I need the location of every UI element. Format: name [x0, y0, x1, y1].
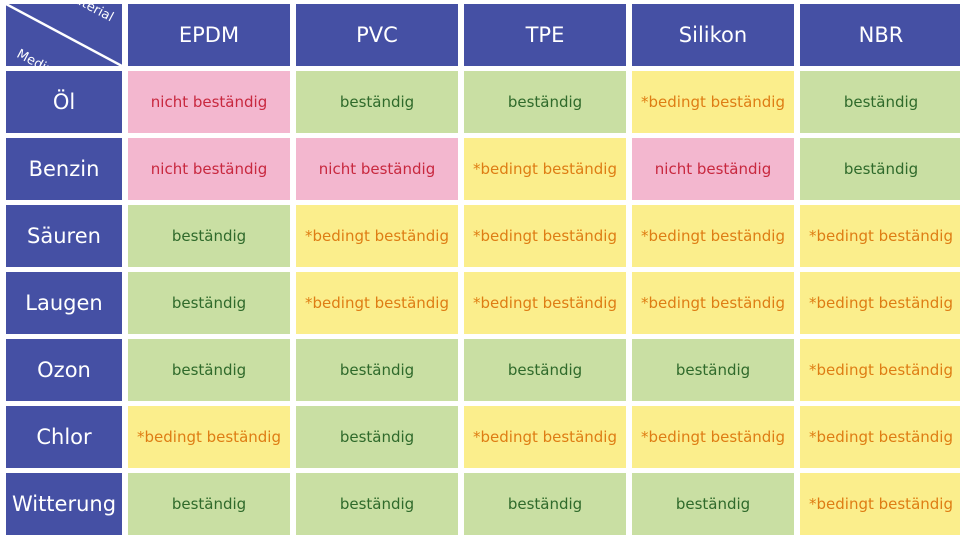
- table-cell: nicht beständig: [296, 138, 458, 200]
- table-cell: beständig: [296, 473, 458, 535]
- table-cell: beständig: [800, 138, 960, 200]
- table-cell: *bedingt beständig: [800, 406, 960, 468]
- table-cell: *bedingt beständig: [464, 272, 626, 334]
- table-cell: beständig: [296, 71, 458, 133]
- row-header-3: Laugen: [6, 272, 122, 334]
- column-header-3: Silikon: [632, 4, 794, 66]
- table-cell: beständig: [632, 339, 794, 401]
- row-header-6: Witterung: [6, 473, 122, 535]
- table-cell: beständig: [128, 339, 290, 401]
- table-cell: *bedingt beständig: [632, 71, 794, 133]
- table-cell: *bedingt beständig: [464, 205, 626, 267]
- table-cell: *bedingt beständig: [464, 138, 626, 200]
- table-cell: beständig: [128, 473, 290, 535]
- column-header-2: TPE: [464, 4, 626, 66]
- table-cell: beständig: [128, 272, 290, 334]
- table-cell: beständig: [632, 473, 794, 535]
- table-cell: nicht beständig: [128, 71, 290, 133]
- table-cell: beständig: [296, 406, 458, 468]
- table-cell: *bedingt beständig: [800, 473, 960, 535]
- resistance-table: Material Medium EPDM PVC TPE Silikon NBR…: [6, 4, 960, 535]
- table-cell: *bedingt beständig: [800, 272, 960, 334]
- table-cell: *bedingt beständig: [632, 205, 794, 267]
- corner-diagonal: [6, 4, 122, 66]
- row-header-1: Benzin: [6, 138, 122, 200]
- column-header-1: PVC: [296, 4, 458, 66]
- row-header-2: Säuren: [6, 205, 122, 267]
- table-cell: *bedingt beständig: [800, 205, 960, 267]
- table-cell: beständig: [296, 339, 458, 401]
- row-header-0: Öl: [6, 71, 122, 133]
- row-header-4: Ozon: [6, 339, 122, 401]
- column-header-4: NBR: [800, 4, 960, 66]
- table-cell: *bedingt beständig: [800, 339, 960, 401]
- table-cell: *bedingt beständig: [296, 205, 458, 267]
- table-cell: beständig: [464, 339, 626, 401]
- table-cell: beständig: [464, 71, 626, 133]
- table-cell: nicht beständig: [128, 138, 290, 200]
- table-cell: nicht beständig: [632, 138, 794, 200]
- table-cell: *bedingt beständig: [296, 272, 458, 334]
- table-cell: *bedingt beständig: [632, 406, 794, 468]
- table-cell: beständig: [464, 473, 626, 535]
- table-cell: beständig: [128, 205, 290, 267]
- table-cell: *bedingt beständig: [464, 406, 626, 468]
- column-header-0: EPDM: [128, 4, 290, 66]
- corner-header: Material Medium: [6, 4, 122, 66]
- row-header-5: Chlor: [6, 406, 122, 468]
- table-cell: *bedingt beständig: [128, 406, 290, 468]
- table-cell: beständig: [800, 71, 960, 133]
- table-cell: *bedingt beständig: [632, 272, 794, 334]
